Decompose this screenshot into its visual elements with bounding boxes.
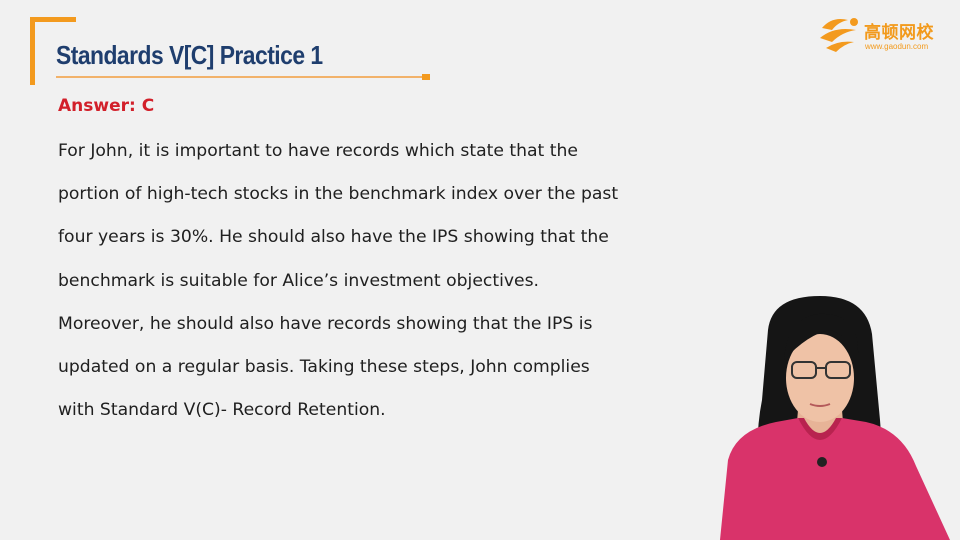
slide-title: Standards V[C] Practice 1 — [56, 40, 323, 70]
explanation-line: portion of high-tech stocks in the bench… — [58, 184, 619, 205]
brand-url: www.gaodun.com — [865, 42, 929, 51]
brand-name: 高顿网校 — [864, 23, 934, 43]
brand-logo: 高顿网校 www.gaodun.com — [818, 12, 950, 56]
explanation-line: with Standard V(C)- Record Retention. — [58, 400, 386, 421]
gaodun-logo-icon — [820, 18, 858, 52]
explanation-line: For John, it is important to have record… — [58, 141, 578, 161]
corner-bracket-vertical — [30, 17, 35, 85]
answer-label: Answer: C — [58, 96, 155, 116]
presenter-video-figure — [720, 296, 950, 540]
explanation-line: updated on a regular basis. Taking these… — [58, 356, 590, 377]
explanation-text: For John, it is important to have record… — [58, 130, 718, 432]
corner-bracket-horizontal — [30, 17, 76, 22]
explanation-line: four years is 30%. He should also have t… — [58, 227, 609, 248]
explanation-line: Moreover, he should also have records sh… — [58, 313, 593, 334]
title-underline — [56, 76, 424, 78]
title-underline-end-mark — [422, 74, 430, 80]
explanation-line: benchmark is suitable for Alice’s invest… — [58, 270, 540, 291]
